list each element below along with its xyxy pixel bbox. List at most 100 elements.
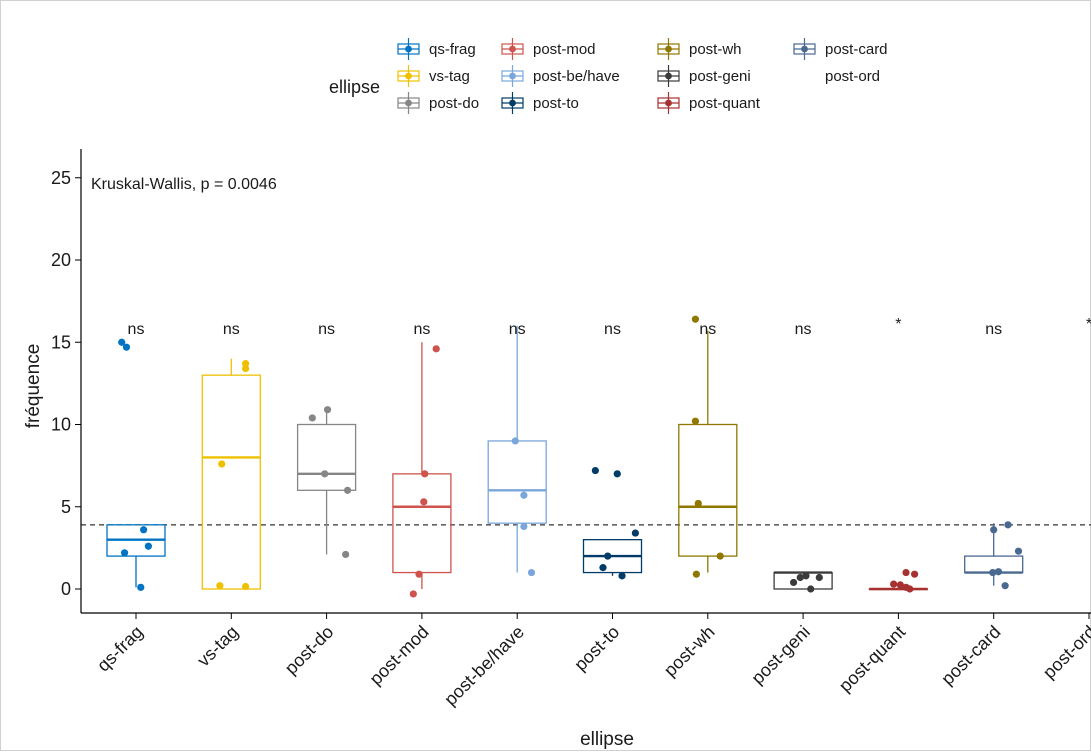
y-axis-title: fréquence — [23, 344, 44, 429]
legend-label: post-wh — [689, 41, 742, 58]
y-tick-label: 25 — [51, 168, 71, 188]
data-point — [989, 568, 997, 577]
x-tick-label: post-to — [570, 622, 623, 675]
group-post-quant: * — [868, 316, 929, 593]
x-tick-label: post-ord — [1039, 622, 1091, 683]
legend-key-point — [509, 99, 516, 107]
legend-item: post-wh — [657, 38, 742, 60]
x-tick-label: post-quant — [835, 622, 909, 696]
data-point — [342, 550, 350, 559]
x-tick-label: post-card — [937, 622, 1004, 689]
data-point — [1001, 582, 1009, 590]
data-point — [1004, 521, 1012, 529]
data-point — [144, 542, 152, 550]
data-point — [911, 570, 919, 578]
data-point — [691, 417, 700, 425]
box — [678, 423, 738, 557]
significance-label: ns — [985, 321, 1002, 338]
box — [296, 423, 357, 491]
y-tick-label: 10 — [51, 415, 71, 435]
plot-area: ns ns ns ns ns ns ns ns * ns * — [81, 315, 1091, 598]
data-point — [432, 345, 440, 353]
legend-label: post-ord — [825, 68, 880, 85]
data-point — [796, 573, 804, 582]
x-tick-label: post-geni — [747, 622, 814, 689]
group-qs-frag: ns — [106, 321, 166, 591]
legend-item: vs-tag — [397, 65, 470, 87]
data-point — [896, 581, 904, 589]
legend-label: post-to — [533, 95, 579, 112]
group-vs-tag: ns — [201, 321, 261, 591]
legend-label: post-geni — [689, 68, 751, 85]
data-point — [120, 549, 129, 557]
data-point — [241, 360, 250, 368]
legend-item: post-quant — [657, 92, 761, 114]
significance-label: ns — [795, 321, 812, 338]
legend-key-point — [665, 72, 672, 80]
legend-key-point — [665, 99, 672, 107]
data-point — [527, 568, 536, 577]
legend-label: post-be/have — [533, 68, 620, 85]
legend-label: post-mod — [533, 41, 596, 58]
legend-key-point — [665, 45, 672, 53]
data-point — [618, 572, 626, 580]
group-post-to: ns — [582, 321, 643, 580]
data-point — [613, 470, 621, 478]
y-tick-label: 0 — [61, 579, 71, 599]
legend-label: qs-frag — [429, 41, 476, 58]
data-point — [691, 315, 700, 323]
data-point — [241, 582, 250, 591]
box — [201, 374, 261, 590]
box — [392, 473, 452, 574]
data-point — [631, 529, 639, 537]
x-tick-label: qs-frag — [93, 622, 147, 676]
legend-key-point — [405, 72, 412, 80]
group-post-wh: ns — [678, 315, 738, 578]
data-point — [137, 583, 145, 591]
data-point — [994, 568, 1003, 576]
x-tick-label: vs-tag — [193, 622, 242, 671]
legend-key-point — [405, 99, 412, 107]
data-point — [216, 582, 224, 590]
y-tick-label: 15 — [51, 332, 71, 352]
legend-label: vs-tag — [429, 68, 470, 85]
data-point — [520, 522, 528, 531]
data-point — [511, 437, 519, 445]
data-point — [323, 406, 332, 414]
legend-key-point — [509, 72, 516, 80]
x-tick-label: post-wh — [660, 622, 719, 681]
data-point — [520, 491, 528, 499]
significance-label: ns — [128, 321, 145, 338]
group-post-ord: * — [1086, 316, 1091, 333]
data-point — [990, 526, 998, 534]
significance-label: ns — [604, 321, 621, 338]
legend-key-point — [801, 45, 808, 53]
legend-title: ellipse — [329, 77, 380, 97]
data-point — [321, 470, 329, 478]
significance-label: * — [1086, 316, 1091, 333]
significance-label: ns — [223, 321, 240, 338]
y-tick-label: 20 — [51, 250, 71, 270]
data-point — [890, 580, 898, 588]
x-tick-label: post-mod — [366, 622, 433, 689]
x-axis-title: ellipse — [580, 729, 634, 750]
legend-key-point — [509, 45, 516, 53]
x-tick-label: post-do — [281, 622, 338, 679]
data-point — [415, 570, 423, 578]
data-point — [906, 585, 914, 593]
data-point — [122, 343, 131, 351]
group-post-geni: ns — [773, 321, 833, 593]
kruskal-wallis-annotation: Kruskal-Wallis, p = 0.0046 — [91, 176, 277, 193]
data-point — [241, 364, 250, 373]
legend: ellipse qs-frag vs-tag post-do post-mod post-… — [329, 38, 888, 114]
data-point — [343, 486, 352, 494]
data-point — [599, 564, 607, 572]
data-point — [815, 573, 823, 582]
data-point — [1014, 547, 1023, 555]
legend-item: post-geni — [657, 65, 751, 87]
legend-item: post-do — [397, 92, 479, 114]
box — [487, 440, 547, 524]
data-point — [218, 460, 226, 468]
